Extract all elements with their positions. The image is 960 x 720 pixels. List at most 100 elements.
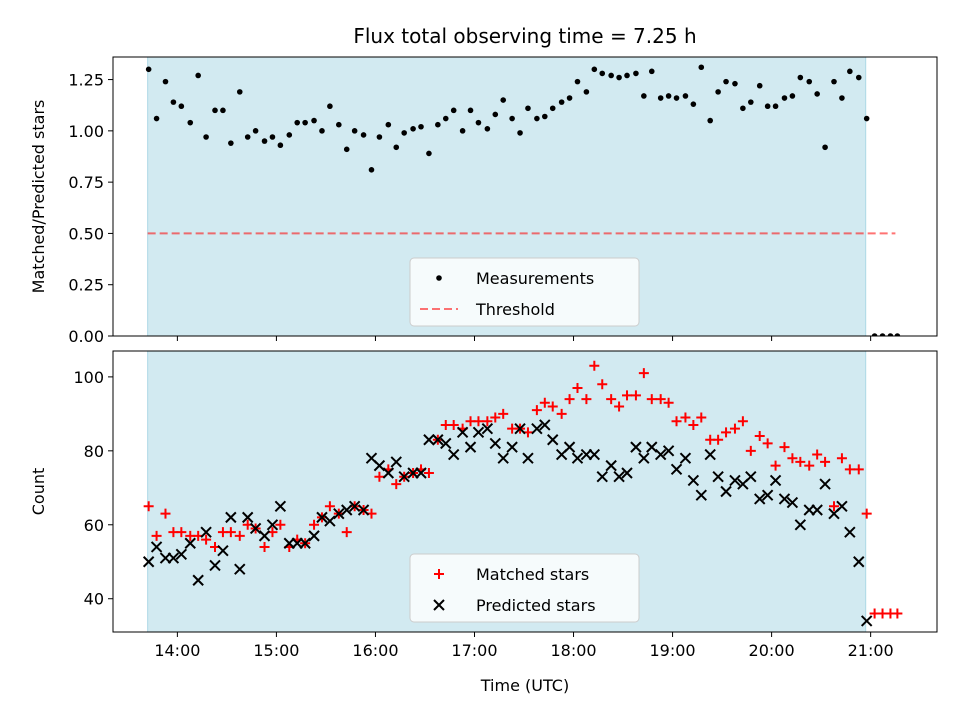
predicted-star-point: [761, 489, 774, 501]
measurement-point: [732, 80, 738, 87]
predicted-star-point: [341, 504, 353, 516]
predicted-star-point: [720, 485, 732, 498]
matched-star-point: [374, 471, 385, 482]
matched-star-point: [655, 394, 666, 405]
matched-star-point: [259, 541, 270, 552]
matched-star-point: [581, 394, 592, 405]
matched-star-point: [836, 453, 847, 464]
measurement-point: [855, 74, 862, 81]
matched-star-point: [473, 416, 484, 427]
measurement-point: [277, 142, 284, 149]
matched-star-point: [622, 390, 633, 401]
matched-star-point: [234, 530, 245, 541]
predicted-star-point: [472, 426, 485, 439]
measurement-point: [806, 78, 813, 85]
matched-star-point: [606, 394, 617, 405]
bottom-x-tick-label: 21:00: [848, 641, 894, 660]
measurement-point: [450, 107, 457, 114]
measurement-point: [385, 121, 392, 128]
matched-star-point: [539, 397, 550, 408]
bottom-y-tick-label: 80: [84, 442, 104, 461]
predicted-star-point: [324, 515, 336, 527]
measurement-point: [343, 146, 350, 153]
bottom-x-tick-label: 18:00: [550, 641, 596, 660]
measurement-point: [690, 101, 697, 107]
bottom-x-axis-label: Time (UTC): [480, 676, 569, 695]
matched-star-point: [829, 501, 839, 512]
top-series-measurements: [145, 64, 901, 336]
measurement-point: [781, 95, 788, 101]
measurement-point: [616, 74, 622, 81]
predicted-star-point: [274, 500, 287, 512]
predicted-star-point: [184, 537, 196, 549]
measurement-point: [360, 132, 367, 138]
predicted-star-point: [299, 537, 311, 549]
measurement-point: [715, 89, 721, 95]
matched-star-point: [820, 456, 831, 467]
measurement-point: [789, 93, 796, 99]
matched-star-point: [556, 408, 567, 419]
measurement-point: [648, 68, 655, 75]
bottom-y-tick-label: 60: [84, 516, 104, 535]
measurement-point: [657, 95, 664, 101]
predicted-star-point: [860, 615, 873, 627]
measurement-point: [624, 72, 630, 79]
predicted-star-point: [704, 448, 716, 461]
bottom-legend: Matched stars Predicted stars: [409, 553, 640, 623]
measurement-point: [566, 95, 573, 101]
bottom-plot-area: [142, 360, 903, 627]
measurement-point: [252, 128, 259, 134]
measurement-point: [459, 128, 466, 134]
top-legend-label: Threshold: [475, 300, 555, 319]
measurement-point: [772, 103, 779, 110]
matched-star-point: [498, 408, 509, 419]
predicted-star-point: [447, 448, 460, 461]
measurement-point: [153, 115, 160, 122]
predicted-star-point: [150, 541, 163, 553]
top-y-tick-label: 1.25: [68, 71, 104, 90]
bottom-x-tick-label: 15:00: [253, 641, 299, 660]
predicted-star-point: [249, 522, 262, 535]
predicted-star-point: [670, 463, 683, 476]
measurement-point: [368, 167, 375, 173]
predicted-star-point: [729, 474, 741, 487]
measurement-point: [162, 78, 169, 85]
measurement-point: [475, 119, 482, 126]
predicted-star-point: [481, 422, 494, 435]
predicted-star-point: [456, 426, 469, 439]
measurement-point: [756, 82, 763, 89]
measurement-point: [583, 89, 590, 95]
predicted-star-point: [596, 471, 608, 483]
measurement-point: [294, 119, 301, 126]
bottom-axes-frame: [112, 350, 938, 633]
predicted-star-point: [506, 441, 518, 453]
measurement-point: [442, 115, 449, 122]
measurement-point: [311, 117, 317, 124]
matched-star-point: [663, 397, 674, 408]
predicted-star-point: [563, 441, 576, 453]
bottom-chart-panel: 40 60 80 100 14:00 15:00 16:00 17:00 18:00 19:00 2…: [29, 350, 938, 695]
predicted-star-point: [316, 511, 328, 524]
predicted-star-point: [654, 448, 667, 461]
measurement-point: [723, 78, 729, 85]
measurement-point: [534, 115, 540, 122]
bottom-y-axis-label: Count: [29, 468, 48, 516]
matched-star-point: [787, 453, 798, 464]
measurement-point: [418, 123, 424, 130]
predicted-star-point: [382, 467, 395, 479]
matched-star-point: [143, 501, 154, 512]
matched-star-point: [482, 416, 493, 427]
top-y-tick-label: 0.25: [68, 276, 104, 295]
predicted-star-point: [786, 496, 799, 509]
predicted-star-point: [844, 526, 856, 538]
bottom-x-tick-label: 14:00: [154, 641, 200, 660]
predicted-star-point: [638, 452, 650, 464]
matched-star-point: [391, 479, 402, 490]
predicted-star-point: [745, 471, 757, 483]
matched-star-point: [614, 401, 625, 412]
top-y-tick-label: 0.75: [68, 173, 104, 192]
matched-star-point: [225, 527, 236, 538]
measurement-point: [525, 105, 531, 112]
measurement-point: [764, 103, 771, 110]
